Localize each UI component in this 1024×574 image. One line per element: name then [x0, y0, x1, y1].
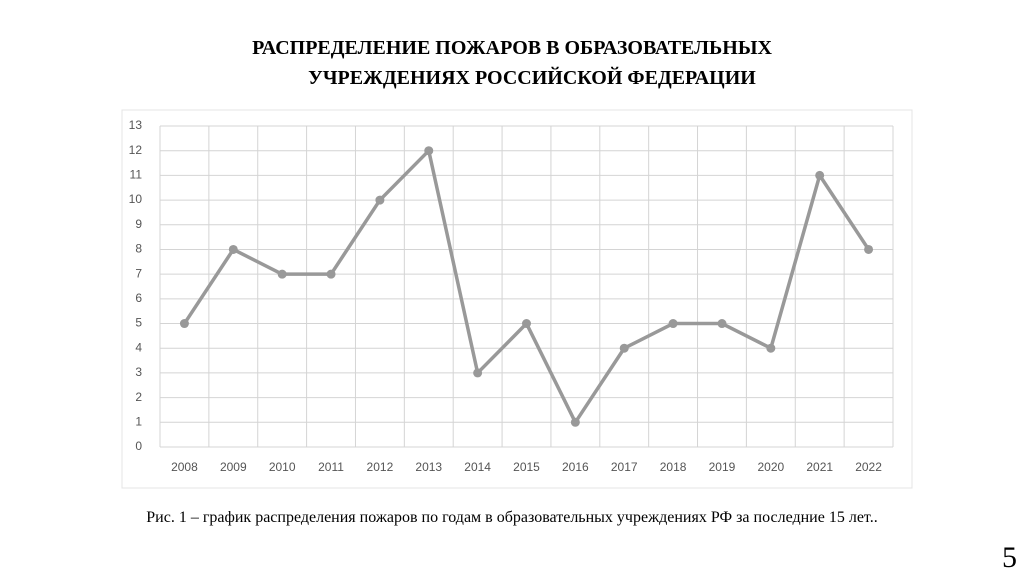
x-tick-label: 2013	[415, 460, 442, 474]
point	[815, 170, 825, 180]
x-tick-label: 2015	[513, 460, 540, 474]
point	[619, 343, 629, 353]
y-tick-label: 8	[135, 242, 142, 256]
y-tick-label: 4	[135, 340, 142, 354]
point	[570, 417, 580, 427]
point	[179, 319, 189, 329]
x-tick-label: 2010	[269, 460, 296, 474]
x-tick-label: 2018	[660, 460, 687, 474]
y-tick-label: 11	[130, 168, 143, 182]
x-tick-label: 2016	[562, 460, 589, 474]
y-tick-label: 1	[135, 414, 142, 428]
chart-title: УЧРЕЖДЕНИЯХ РОССИЙСКОЙ ФЕДЕРАЦИИ	[308, 66, 756, 89]
point	[326, 269, 336, 279]
caption: Рис. 1 – график распределения пожаров по…	[146, 509, 877, 526]
point	[473, 368, 483, 378]
x-tick-label: 2017	[611, 460, 638, 474]
point	[375, 195, 385, 205]
x-tick-label: 2022	[855, 460, 882, 474]
y-tick-label: 12	[129, 143, 143, 157]
y-tick-label: 9	[135, 217, 142, 231]
chart-frame	[121, 109, 913, 489]
chart-title: РАСПРЕДЕЛЕНИЕ ПОЖАРОВ В ОБРАЗОВАТЕЛЬНЫХ	[252, 37, 772, 59]
point	[522, 319, 531, 329]
point	[717, 319, 727, 329]
y-tick-label: 6	[135, 291, 142, 305]
y-tick-label: 5	[135, 316, 142, 330]
x-tick-label: 2014	[464, 460, 491, 474]
x-tick-label: 2009	[220, 460, 247, 474]
x-tick-label: 2019	[709, 460, 736, 474]
point	[277, 269, 287, 279]
point	[864, 244, 874, 254]
y-tick-label: 3	[135, 365, 142, 379]
x-tick-label: 2012	[367, 460, 394, 474]
point	[766, 343, 776, 353]
y-tick-label: 10	[129, 192, 143, 206]
x-tick-label: 2021	[806, 460, 833, 474]
x-tick-label: 2020	[757, 460, 784, 474]
page-number: 5	[1002, 541, 1017, 574]
y-tick-label: 2	[135, 390, 142, 404]
y-tick-label: 13	[129, 118, 143, 132]
point	[668, 319, 678, 329]
y-tick-label: 0	[135, 439, 142, 453]
y-tick-label: 7	[135, 266, 142, 280]
x-tick-label: 2011	[318, 460, 344, 474]
point	[228, 244, 238, 254]
point	[424, 146, 434, 156]
x-tick-label: 2008	[171, 460, 198, 474]
